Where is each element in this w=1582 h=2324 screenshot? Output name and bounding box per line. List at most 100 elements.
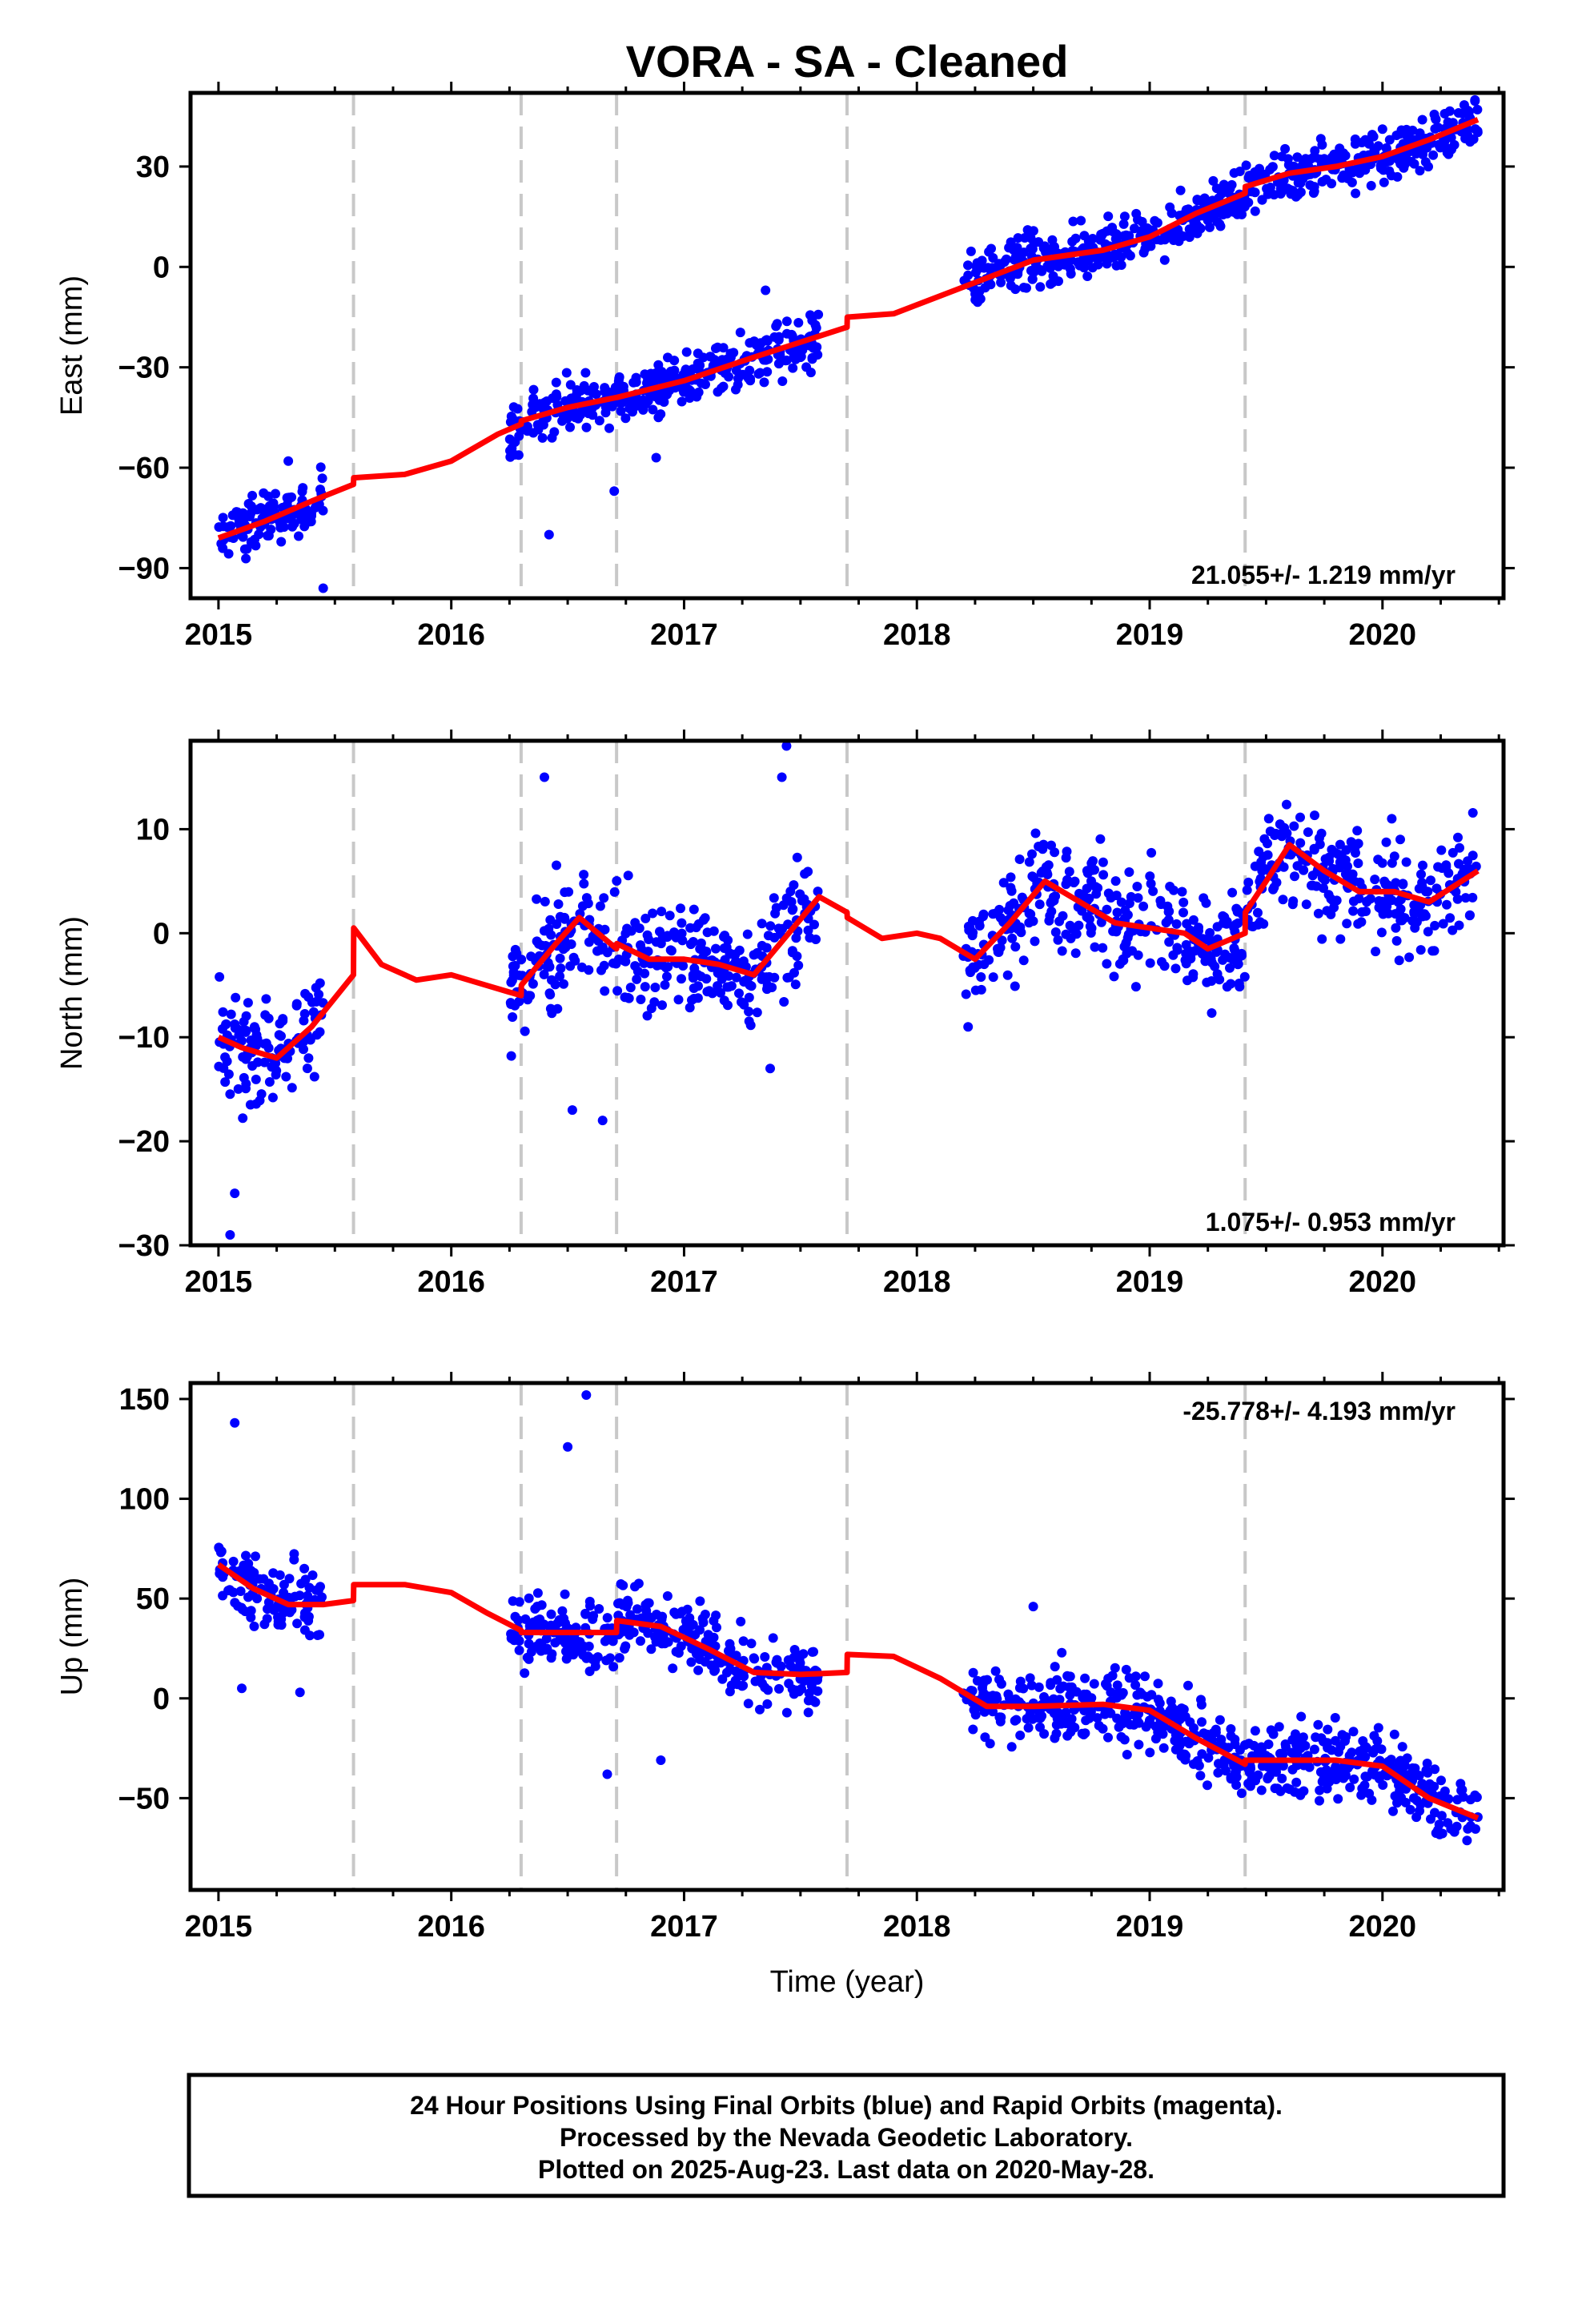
data-point bbox=[1351, 848, 1360, 858]
data-point bbox=[640, 369, 650, 380]
data-point bbox=[616, 406, 626, 416]
data-point bbox=[1343, 173, 1353, 183]
data-point bbox=[1095, 834, 1106, 844]
data-point bbox=[980, 1732, 990, 1743]
data-point bbox=[1034, 1682, 1044, 1692]
data-point bbox=[577, 901, 588, 911]
data-point bbox=[761, 335, 772, 345]
data-point bbox=[755, 1704, 765, 1715]
data-point bbox=[702, 987, 713, 997]
data-point bbox=[1112, 1680, 1122, 1691]
data-point bbox=[235, 1586, 246, 1596]
data-point bbox=[1371, 947, 1381, 957]
data-point bbox=[1003, 1689, 1014, 1699]
data-point bbox=[660, 1638, 670, 1649]
data-point bbox=[1263, 814, 1274, 824]
data-point bbox=[963, 260, 973, 271]
data-point bbox=[1003, 905, 1014, 915]
data-point bbox=[1280, 1739, 1291, 1749]
data-point bbox=[805, 933, 815, 943]
data-point bbox=[1206, 954, 1216, 964]
data-point bbox=[1164, 907, 1174, 916]
data-point bbox=[1389, 1729, 1399, 1739]
data-point bbox=[793, 318, 804, 328]
data-point bbox=[1400, 1797, 1411, 1807]
data-point bbox=[1062, 875, 1072, 885]
y-tick-label: −50 bbox=[118, 1782, 170, 1815]
data-point bbox=[1105, 251, 1115, 262]
data-point bbox=[1203, 215, 1213, 226]
data-point bbox=[1134, 1739, 1144, 1750]
data-point bbox=[1029, 872, 1039, 883]
data-point bbox=[1395, 915, 1406, 926]
data-point bbox=[1024, 857, 1034, 867]
data-point bbox=[308, 1007, 319, 1017]
data-point bbox=[1381, 837, 1391, 847]
data-point bbox=[223, 1586, 234, 1596]
data-point bbox=[1045, 911, 1055, 921]
data-point bbox=[241, 553, 251, 564]
data-point bbox=[1395, 834, 1405, 845]
data-point bbox=[595, 901, 605, 911]
data-point bbox=[1348, 1727, 1359, 1737]
data-point bbox=[1042, 870, 1053, 879]
data-point bbox=[520, 1668, 530, 1679]
x-tick-label: 2020 bbox=[1349, 1910, 1417, 1944]
data-point bbox=[773, 923, 784, 934]
data-point bbox=[251, 1099, 261, 1109]
data-point bbox=[761, 285, 771, 296]
data-point bbox=[1443, 1818, 1453, 1828]
data-point bbox=[665, 945, 676, 955]
data-point bbox=[1282, 799, 1291, 810]
y-tick-label: −20 bbox=[118, 1125, 170, 1159]
data-point bbox=[1138, 247, 1149, 258]
data-point bbox=[811, 344, 821, 354]
data-point bbox=[514, 431, 524, 441]
data-point bbox=[1301, 899, 1311, 910]
data-point bbox=[625, 983, 636, 993]
data-point bbox=[1434, 139, 1444, 150]
data-point bbox=[1122, 248, 1133, 259]
data-point bbox=[505, 417, 516, 427]
data-point bbox=[1006, 872, 1016, 883]
data-point bbox=[1165, 202, 1175, 212]
data-point bbox=[1137, 1689, 1147, 1699]
data-point bbox=[1130, 982, 1141, 992]
data-point bbox=[1235, 982, 1245, 992]
data-point bbox=[1098, 1723, 1108, 1734]
data-point bbox=[1453, 832, 1463, 842]
data-point bbox=[725, 949, 736, 959]
data-point bbox=[1452, 1795, 1463, 1805]
data-point bbox=[988, 253, 998, 263]
data-point bbox=[1160, 235, 1170, 245]
data-point bbox=[1256, 1785, 1267, 1795]
data-point bbox=[295, 1687, 305, 1698]
data-point bbox=[769, 972, 780, 983]
data-point bbox=[1091, 889, 1102, 899]
x-tick-label: 2016 bbox=[417, 1910, 485, 1944]
data-point bbox=[1010, 1694, 1021, 1704]
data-point bbox=[303, 1053, 314, 1063]
data-point bbox=[580, 368, 591, 378]
data-point bbox=[1339, 1773, 1348, 1783]
data-point bbox=[1411, 1812, 1422, 1823]
data-point bbox=[1298, 1732, 1308, 1743]
data-point bbox=[1121, 1664, 1131, 1675]
data-point bbox=[691, 923, 701, 933]
data-point bbox=[581, 893, 592, 903]
data-point bbox=[970, 295, 981, 305]
data-point bbox=[1285, 185, 1295, 195]
data-point bbox=[792, 852, 802, 862]
data-point bbox=[602, 947, 612, 958]
data-point bbox=[1017, 892, 1027, 903]
data-point bbox=[1065, 920, 1075, 931]
data-point bbox=[1357, 138, 1367, 147]
data-point bbox=[1195, 1771, 1206, 1781]
data-point bbox=[1114, 959, 1125, 969]
data-point bbox=[1295, 838, 1306, 848]
data-point bbox=[1367, 1795, 1377, 1805]
data-point bbox=[1253, 907, 1263, 918]
data-point bbox=[1246, 173, 1256, 183]
data-point bbox=[1175, 185, 1186, 195]
data-point bbox=[813, 887, 823, 897]
